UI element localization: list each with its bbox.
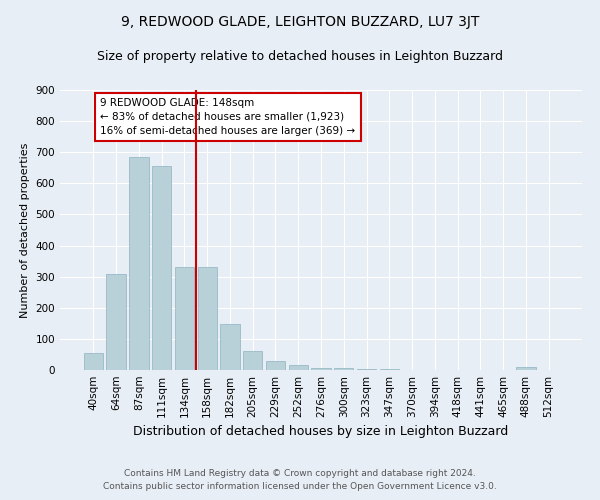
Bar <box>175 268 194 370</box>
Text: Size of property relative to detached houses in Leighton Buzzard: Size of property relative to detached ho… <box>97 50 503 63</box>
X-axis label: Distribution of detached houses by size in Leighton Buzzard: Distribution of detached houses by size … <box>133 426 509 438</box>
Bar <box>243 352 262 370</box>
Bar <box>516 367 536 370</box>
Y-axis label: Number of detached properties: Number of detached properties <box>20 142 30 318</box>
Text: Contains HM Land Registry data © Crown copyright and database right 2024.: Contains HM Land Registry data © Crown c… <box>124 468 476 477</box>
Bar <box>106 274 126 370</box>
Bar <box>129 157 149 370</box>
Text: 9 REDWOOD GLADE: 148sqm
← 83% of detached houses are smaller (1,923)
16% of semi: 9 REDWOOD GLADE: 148sqm ← 83% of detache… <box>100 98 355 136</box>
Bar <box>266 362 285 370</box>
Bar <box>84 353 103 370</box>
Text: Contains public sector information licensed under the Open Government Licence v3: Contains public sector information licen… <box>103 482 497 491</box>
Bar <box>357 369 376 370</box>
Bar <box>289 366 308 370</box>
Text: 9, REDWOOD GLADE, LEIGHTON BUZZARD, LU7 3JT: 9, REDWOOD GLADE, LEIGHTON BUZZARD, LU7 … <box>121 15 479 29</box>
Bar <box>197 268 217 370</box>
Bar <box>311 368 331 370</box>
Bar <box>334 368 353 370</box>
Bar <box>152 166 172 370</box>
Bar <box>220 324 239 370</box>
